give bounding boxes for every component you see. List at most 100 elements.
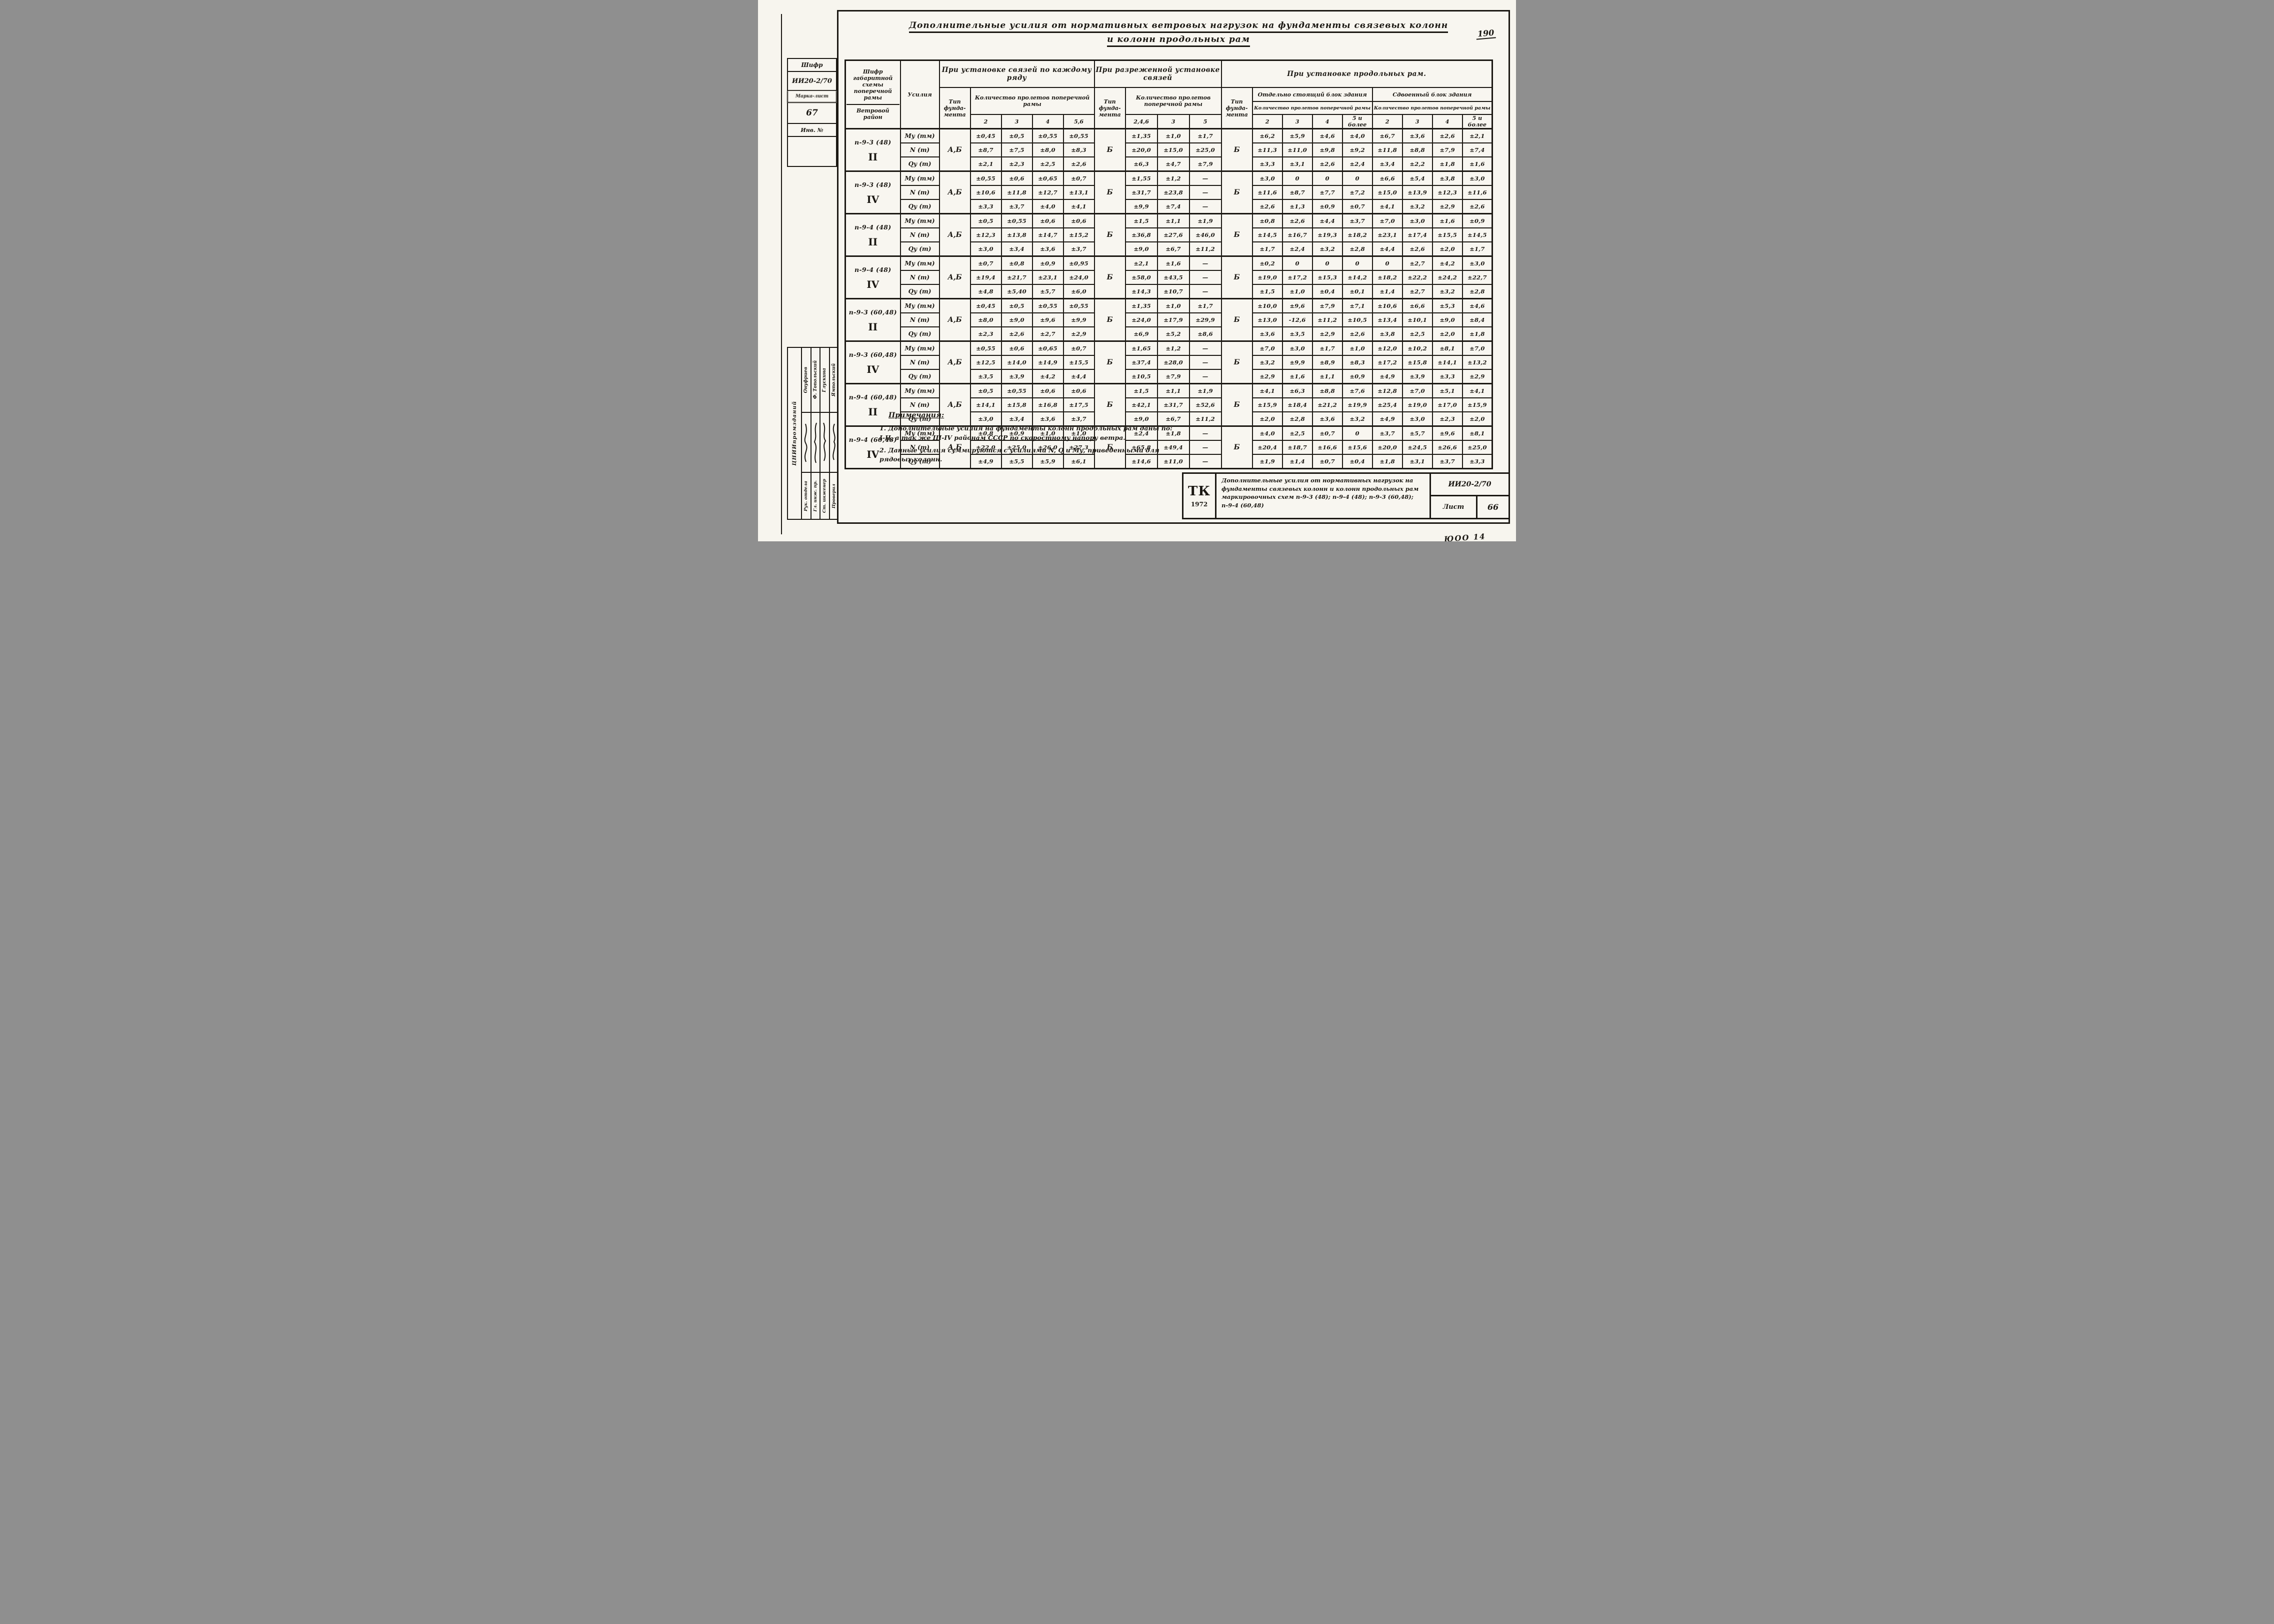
scheme-column-header: Шифр габаритной схемы поперечной рамы Вет…	[844, 59, 901, 129]
value-cell: 0	[1282, 255, 1313, 271]
value-cell: ±0,65	[1032, 170, 1064, 186]
foundation-type-cell: А,Б	[938, 298, 971, 342]
value-cell: ±3,0	[1282, 340, 1313, 356]
value-cell: ±14,2	[1342, 270, 1373, 285]
value-cell: ±2,7	[1032, 326, 1064, 342]
wind-region-header: Ветровой район	[856, 107, 890, 120]
value-cell: ±2,5	[1032, 156, 1064, 172]
value-cell: ±0,6	[1032, 213, 1064, 228]
value-cell: ±7,2	[1342, 185, 1373, 200]
value-cell: ±13,1	[1062, 185, 1095, 200]
value-cell: ±9,9	[1282, 355, 1313, 370]
force-label-cell: Qу (т)	[900, 411, 940, 427]
group-header-longitudinal: При установке продольных рам.	[1220, 59, 1493, 88]
value-cell: ±6,7	[1372, 128, 1403, 143]
value-cell: ±4,2	[1432, 255, 1463, 271]
value-cell: ±3,7	[1000, 199, 1033, 214]
force-label-cell: Му (тм)	[900, 170, 940, 186]
value-cell: ±25,0	[1188, 142, 1222, 157]
scheme-code: п-9-3 (60,48)	[848, 308, 897, 316]
scheme-code: п-9-3 (60,48)	[848, 350, 897, 358]
value-cell: ±4,0	[1252, 425, 1283, 441]
forces-column-header: Усилия	[900, 59, 940, 129]
value-cell: ±1,0	[1156, 298, 1190, 313]
stamp-year: 1972	[1190, 501, 1208, 508]
value-cell: ±3,7	[1432, 454, 1463, 469]
force-label-cell: Qу (т)	[900, 241, 940, 257]
value-cell: ±8,4	[1462, 312, 1493, 327]
force-label-cell: Qу (т)	[900, 326, 940, 342]
value-cell: ±4,6	[1312, 128, 1343, 143]
value-cell: ±1,5	[1252, 284, 1283, 299]
value-cell: ±15,3	[1312, 270, 1343, 285]
spans-qty-header: Количество пролетов поперечной рамы	[970, 87, 1095, 115]
value-cell: ±13,8	[1000, 227, 1033, 242]
scheme-label-cell: п-9-4 (48) IV	[844, 255, 901, 299]
value-cell: ±0,45	[970, 298, 1002, 313]
value-cell: 0	[1282, 170, 1313, 186]
scheme-code: п-9-3 (48)	[854, 180, 892, 188]
value-cell: ±1,0	[1282, 284, 1313, 299]
value-cell: ±3,0	[1402, 411, 1433, 427]
value-cell: ±2,5	[1282, 425, 1313, 441]
double-block-header: Сдвоенный блок здания	[1372, 87, 1493, 102]
value-cell: ±2,9	[1432, 199, 1463, 214]
value-cell: ±0,7	[1062, 170, 1095, 186]
signature-block: ЦНИИпромзданий Онуфриев Рук. отдела Ф. Т…	[787, 347, 839, 520]
value-cell: ±2,9	[1252, 369, 1283, 384]
foundation-type-cell: Б	[1220, 298, 1253, 342]
value-cell: ±0,9	[1462, 213, 1493, 228]
value-cell: ±37,4	[1124, 355, 1158, 370]
value-cell: ±1,6	[1432, 213, 1463, 228]
value-cell: ±3,2	[1342, 411, 1373, 427]
value-cell: ±8,9	[1312, 355, 1343, 370]
value-cell: ±4,0	[1342, 128, 1373, 143]
value-cell: —	[1188, 369, 1222, 384]
span-count-header: 5 и более	[1342, 114, 1373, 129]
value-cell: ±19,0	[1402, 397, 1433, 412]
value-cell: ±3,0	[1402, 213, 1433, 228]
sign-column: Онуфриев Рук. отдела	[802, 348, 812, 519]
person-role: Гл. инж. пр.	[812, 480, 818, 512]
value-cell: ±2,6	[1252, 199, 1283, 214]
value-cell: ±11,0	[1282, 142, 1313, 157]
value-cell: ±10,1	[1402, 312, 1433, 327]
value-cell: ±0,1	[1342, 284, 1373, 299]
value-cell: ±10,5	[1124, 369, 1158, 384]
value-cell: ±5,5	[1000, 454, 1033, 469]
value-cell: ±0,9	[1342, 369, 1373, 384]
value-cell: ±5,2	[1156, 326, 1190, 342]
value-cell: ±4,9	[1372, 369, 1403, 384]
value-cell: ±11,2	[1188, 411, 1222, 427]
value-cell: ±14,5	[1252, 227, 1283, 242]
value-cell: 0	[1342, 170, 1373, 186]
value-cell: —	[1188, 425, 1222, 441]
value-cell: ±1,65	[1124, 340, 1158, 356]
value-cell: ±0,95	[1062, 255, 1095, 271]
value-cell: ±8,7	[970, 142, 1002, 157]
value-cell: ±2,8	[1282, 411, 1313, 427]
value-cell: ±1,0	[1062, 425, 1095, 441]
value-cell: ±7,9	[1188, 156, 1222, 172]
value-cell: ±23,8	[1156, 185, 1190, 200]
value-cell: ±17,2	[1372, 355, 1403, 370]
foundation-type-cell: Б	[1220, 425, 1253, 469]
force-label-cell: Qу (т)	[900, 156, 940, 172]
value-cell: ±10,0	[1252, 298, 1283, 313]
value-cell: ±7,1	[1342, 298, 1373, 313]
value-cell: ±9,6	[1282, 298, 1313, 313]
value-cell: ±2,8	[1342, 241, 1373, 257]
value-cell: ±1,4	[1282, 454, 1313, 469]
value-cell: ±6,3	[1282, 383, 1313, 398]
wind-region: II	[868, 405, 878, 418]
signature-icon	[832, 423, 836, 460]
value-cell: ±3,1	[1282, 156, 1313, 172]
stamp-org: ТК	[1188, 484, 1210, 499]
force-label-cell: Му (тм)	[900, 128, 940, 143]
wind-region: II	[868, 320, 878, 333]
value-cell: ±8,1	[1462, 425, 1493, 441]
value-cell: ±4,1	[1252, 383, 1283, 398]
value-cell: ±31,7	[1124, 185, 1158, 200]
sheet-title: Дополнительные усилия от нормативных вет…	[884, 20, 1474, 47]
value-cell: ±7,9	[1156, 369, 1190, 384]
